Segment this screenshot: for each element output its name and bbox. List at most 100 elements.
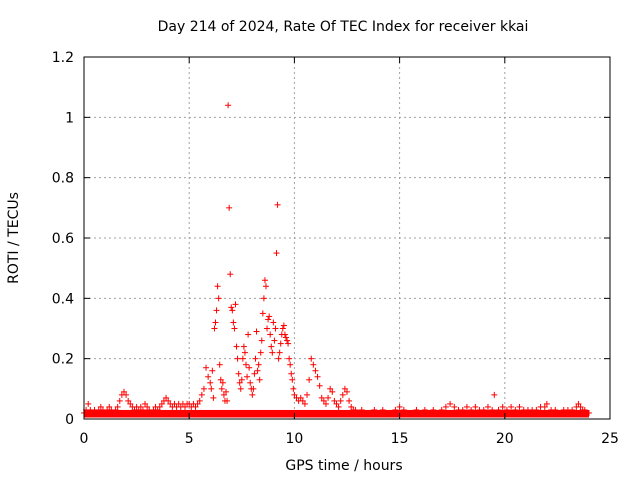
data-point <box>241 349 248 356</box>
data-point <box>327 385 334 392</box>
data-point <box>85 400 92 407</box>
data-point <box>203 364 210 371</box>
data-point <box>325 394 332 401</box>
data-point <box>93 409 100 416</box>
data-point <box>289 376 296 383</box>
data-point <box>308 355 315 362</box>
data-point <box>472 403 479 410</box>
data-point <box>503 406 510 413</box>
data-point <box>243 361 250 368</box>
y-tick-label: 0.2 <box>52 352 74 368</box>
baseline-band <box>84 409 589 418</box>
data-points <box>81 102 592 416</box>
data-point <box>216 361 223 368</box>
data-point <box>285 340 292 347</box>
data-point <box>226 204 233 211</box>
data-point <box>156 403 163 410</box>
data-point <box>346 397 353 404</box>
data-point <box>367 409 374 416</box>
data-point <box>341 385 348 392</box>
data-point <box>236 379 243 386</box>
x-tick-label: 10 <box>285 431 303 447</box>
data-point <box>181 403 188 410</box>
x-tick-label: 5 <box>185 431 194 447</box>
data-point <box>249 391 256 398</box>
data-point <box>144 403 151 410</box>
data-point <box>421 406 428 413</box>
data-point <box>375 409 382 416</box>
data-point <box>112 406 119 413</box>
data-point <box>442 403 449 410</box>
data-point <box>314 373 321 380</box>
data-point <box>198 391 205 398</box>
data-point <box>426 409 433 416</box>
data-point <box>220 391 227 398</box>
data-point <box>569 406 576 413</box>
data-point <box>484 403 491 410</box>
data-point <box>234 355 241 362</box>
data-point <box>265 316 272 323</box>
data-point <box>354 409 361 416</box>
data-point <box>211 325 218 332</box>
data-point <box>207 379 214 386</box>
y-tick-label: 1.2 <box>52 50 74 66</box>
data-point <box>335 403 342 410</box>
data-point <box>310 361 317 368</box>
data-point <box>533 406 540 413</box>
data-point <box>116 397 123 404</box>
data-point <box>165 397 172 404</box>
data-point <box>495 406 502 413</box>
data-point <box>269 349 276 356</box>
data-point <box>255 361 262 368</box>
data-point <box>516 403 523 410</box>
data-point <box>253 328 260 335</box>
data-point <box>246 364 253 371</box>
data-point <box>217 376 224 383</box>
y-tick-label: 0.4 <box>52 291 74 307</box>
data-point <box>250 385 257 392</box>
data-point <box>262 283 269 290</box>
data-point <box>280 322 287 329</box>
data-point <box>329 388 336 395</box>
data-point <box>552 406 559 413</box>
data-point <box>316 382 323 389</box>
data-point <box>214 283 221 290</box>
data-point <box>318 394 325 401</box>
data-point <box>218 385 225 392</box>
data-point <box>240 343 247 350</box>
data-point <box>239 355 246 362</box>
grid <box>84 57 610 419</box>
y-tick-label: 0 <box>65 412 74 428</box>
data-point <box>245 331 252 338</box>
data-point <box>270 319 277 326</box>
data-point <box>238 376 245 383</box>
data-point <box>258 337 265 344</box>
data-point <box>577 403 584 410</box>
data-point <box>438 406 445 413</box>
data-point <box>215 295 222 302</box>
data-point <box>271 337 278 344</box>
data-point <box>232 301 239 308</box>
data-point <box>299 397 306 404</box>
data-point <box>333 400 340 407</box>
data-point <box>322 400 329 407</box>
data-point <box>213 307 220 314</box>
data-point <box>575 400 582 407</box>
data-point <box>348 403 355 410</box>
data-point <box>260 295 267 302</box>
data-point <box>581 406 588 413</box>
data-point <box>244 373 251 380</box>
data-point <box>225 102 232 109</box>
data-point <box>337 397 344 404</box>
data-point <box>256 376 263 383</box>
data-point <box>114 403 121 410</box>
data-point <box>137 403 144 410</box>
data-point <box>388 409 395 416</box>
data-point <box>396 403 403 410</box>
x-tick-label: 15 <box>391 431 409 447</box>
data-point <box>276 349 283 356</box>
data-point <box>400 406 407 413</box>
data-point <box>304 391 311 398</box>
data-point <box>274 201 281 208</box>
